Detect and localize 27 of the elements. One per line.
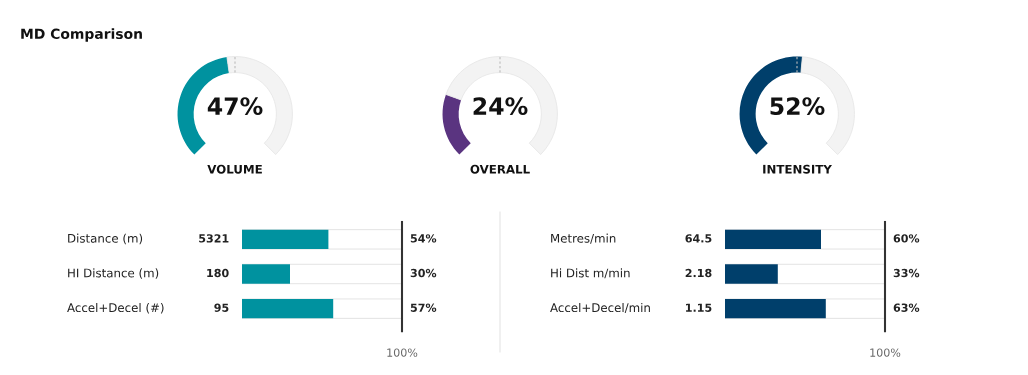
- y-tick-label: Accel+Decel (#): [67, 302, 164, 314]
- data-label: 57%: [410, 303, 437, 312]
- data-label: 63%: [893, 303, 920, 312]
- data-label: 60%: [893, 234, 920, 243]
- text: 1.15: [686, 303, 712, 312]
- y-tick-label: Distance (m): [68, 233, 143, 245]
- text: 24%: [473, 97, 528, 116]
- text: OVERALL: [470, 164, 530, 174]
- text: VOLUME: [207, 164, 262, 174]
- y-tick-label: Hi Dist m/min: [551, 268, 630, 279]
- data-label: 54%: [410, 234, 437, 243]
- text: 52%: [770, 97, 825, 116]
- text: 47%: [207, 97, 263, 116]
- x-tick-label: 100%: [387, 348, 418, 357]
- text: 95: [214, 303, 229, 312]
- x-tick-label: 100%: [870, 348, 901, 357]
- text: 2.18: [685, 268, 712, 278]
- y-tick-label: HI Distance (m): [68, 268, 159, 279]
- text: 180: [207, 268, 229, 278]
- data-label: 30%: [410, 268, 437, 278]
- text: 64.5: [685, 234, 712, 243]
- text: 5321: [199, 234, 229, 243]
- y-tick-label: Metres/min: [551, 233, 616, 244]
- data-label: 33%: [893, 268, 920, 278]
- chart-title: MD Comparison: [21, 28, 142, 42]
- text: INTENSITY: [763, 164, 832, 174]
- y-tick-label: Accel+Decel/min: [550, 302, 650, 314]
